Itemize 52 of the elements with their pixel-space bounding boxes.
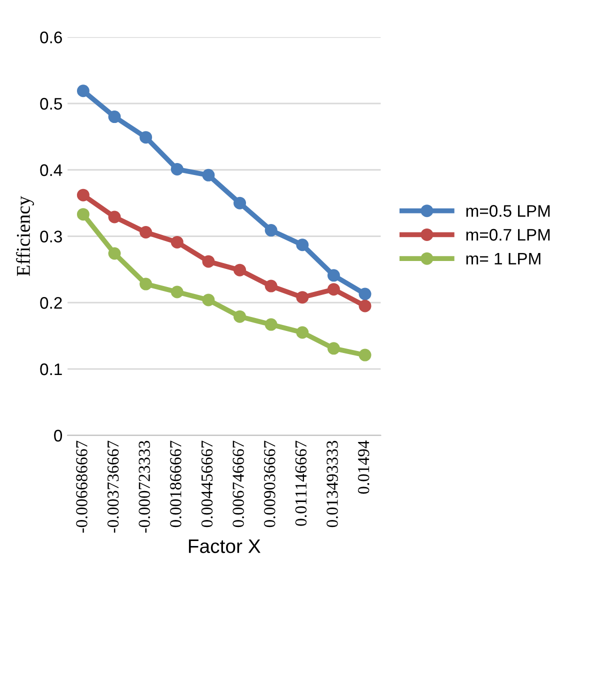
x-tick-label: 0.009036667	[264, 440, 276, 528]
point	[108, 110, 121, 124]
point	[358, 348, 372, 362]
y-tick-label: 0.1	[40, 363, 62, 376]
legend-label: m=0.5 LPM	[466, 205, 550, 217]
point	[234, 310, 246, 323]
point	[234, 196, 246, 210]
point	[170, 236, 184, 248]
x-tick-label: 0.013493333	[326, 440, 338, 528]
y-tick-label: 0.5	[40, 98, 62, 110]
x-tick-label: 0.011146667	[295, 440, 307, 526]
x-tick-label: 0.004456667	[201, 440, 213, 528]
x-tick-label: 0.01494	[358, 440, 370, 494]
point	[140, 226, 152, 239]
point	[108, 210, 121, 224]
point	[170, 286, 184, 298]
point	[296, 326, 309, 339]
point	[140, 131, 152, 144]
legend-label: m=0.7 LPM	[466, 228, 550, 241]
x-tick-label: 0.001866667	[170, 440, 182, 528]
point	[76, 208, 90, 221]
point	[140, 278, 152, 290]
point	[76, 84, 90, 98]
point	[202, 168, 215, 182]
point	[296, 291, 309, 304]
point	[327, 269, 340, 282]
y-tick-label: 0.4	[40, 164, 62, 176]
point	[264, 280, 278, 292]
point	[108, 247, 121, 260]
y-tick-label: 0.6	[40, 32, 62, 44]
point	[296, 238, 309, 252]
x-tick-label: 0.006746667	[232, 440, 244, 528]
point	[202, 255, 215, 268]
y-tick-label: 0.3	[40, 230, 62, 242]
point	[170, 162, 184, 176]
x-tick-label: -0.000723333	[138, 440, 150, 533]
point	[76, 188, 90, 202]
y-tick-label: 0	[54, 430, 62, 442]
x-axis-title: Factor X	[188, 540, 260, 554]
point	[327, 283, 340, 296]
point	[202, 294, 215, 306]
point	[327, 342, 340, 355]
point	[264, 224, 278, 237]
legend-label: m= 1 LPM	[466, 252, 540, 264]
x-tick-label: -0.006686667	[76, 440, 88, 533]
y-tick-label: 0.2	[40, 297, 62, 309]
point	[234, 264, 246, 276]
y-axis-title: Efficiency	[16, 196, 34, 276]
point	[264, 318, 278, 331]
point	[358, 300, 372, 312]
x-tick-label: -0.003736667	[107, 440, 119, 533]
point	[358, 288, 372, 300]
